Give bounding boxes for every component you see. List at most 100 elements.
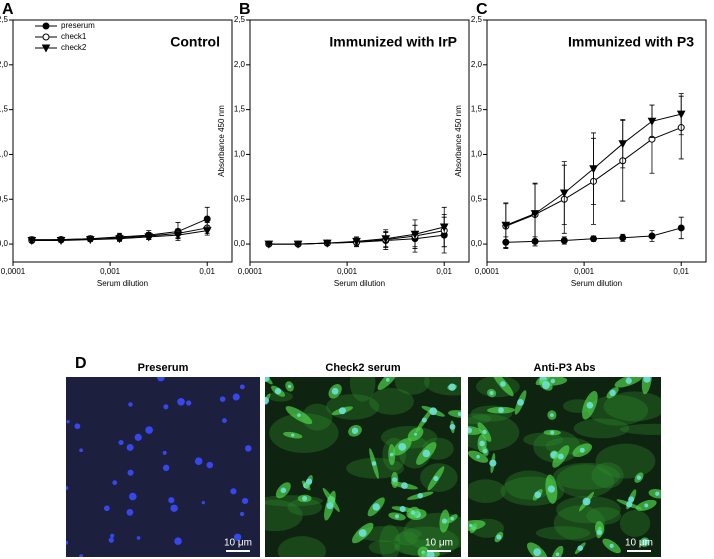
nucleus — [449, 423, 456, 430]
nucleus — [448, 383, 456, 391]
haze — [603, 391, 661, 422]
nucleus — [194, 457, 203, 466]
chart-title: Immunized with IrP — [329, 34, 457, 50]
nucleus — [609, 543, 614, 548]
nucleus — [134, 433, 142, 441]
y-tick-label: 0,0 — [0, 239, 9, 248]
image-title: Anti-P3 Abs — [534, 362, 596, 374]
nucleus — [157, 377, 165, 382]
marker — [439, 223, 449, 232]
haze — [379, 524, 401, 557]
marker — [202, 227, 212, 236]
chart-title: Immunized with P3 — [568, 34, 694, 50]
nucleus — [219, 396, 226, 402]
nucleus — [555, 552, 560, 557]
nucleus — [534, 491, 542, 499]
haze — [573, 418, 630, 439]
nucleus — [306, 478, 313, 485]
haze — [394, 377, 430, 395]
nucleus — [417, 492, 423, 499]
nucleus — [302, 495, 308, 502]
y-tick-label: 1,0 — [0, 150, 9, 159]
nucleus — [643, 377, 651, 383]
nucleus — [145, 426, 153, 434]
x-axis-label: Serum dilution — [97, 279, 148, 288]
nucleus — [596, 529, 602, 535]
nucleus — [550, 430, 555, 435]
marker — [56, 236, 66, 246]
plot-frame — [12, 19, 233, 263]
scale-bar-label: 10 μm — [425, 538, 453, 549]
marker — [144, 233, 154, 242]
nucleus — [398, 442, 407, 451]
nucleus — [297, 413, 301, 417]
nucleus — [104, 505, 110, 512]
nucleus — [128, 492, 137, 501]
y-axis-label: Absorbance 450 nm — [217, 105, 226, 177]
nucleus — [550, 378, 556, 384]
nucleus — [489, 459, 497, 467]
nucleus — [641, 538, 648, 546]
nucleus — [586, 401, 594, 409]
haze — [268, 391, 293, 402]
nucleus — [476, 454, 480, 459]
marker — [530, 210, 540, 219]
marker — [676, 110, 686, 119]
haze — [369, 388, 414, 415]
marker — [293, 240, 303, 249]
nucleus — [186, 400, 192, 406]
legend-label: preserum — [61, 21, 95, 30]
marker — [203, 215, 211, 223]
nucleus — [291, 433, 295, 437]
nucleus — [542, 381, 550, 389]
nucleus — [233, 533, 242, 542]
x-axis-label: Serum dilution — [334, 279, 385, 288]
nucleus — [468, 427, 472, 434]
nucleus — [371, 461, 377, 466]
nucleus — [112, 480, 118, 486]
plot-frame — [249, 19, 470, 263]
nucleus — [222, 418, 227, 423]
y-tick-label: 0,0 — [471, 239, 483, 248]
nucleus — [644, 503, 649, 508]
haze — [287, 498, 323, 516]
nucleus — [655, 491, 660, 496]
nucleus — [579, 447, 585, 453]
legend-marker — [42, 22, 50, 30]
nucleus — [126, 443, 134, 451]
y-tick-label: 1,0 — [471, 150, 483, 159]
marker — [647, 117, 657, 126]
x-tick-label: 0,0001 — [238, 267, 263, 276]
micrograph — [468, 377, 661, 557]
nucleus — [609, 389, 616, 397]
nucleus — [136, 536, 141, 540]
y-tick-label: 0,5 — [0, 194, 9, 203]
nucleus — [110, 533, 115, 538]
haze — [393, 526, 460, 557]
nucleus — [274, 388, 282, 395]
y-tick-label: 1,5 — [234, 105, 246, 114]
nucleus — [550, 413, 554, 417]
nucleus — [232, 393, 240, 401]
y-tick-label: 0,0 — [234, 239, 246, 248]
image-title: Check2 serum — [325, 362, 400, 374]
marker — [85, 236, 95, 245]
nucleus — [626, 501, 633, 508]
y-axis-label: Absorbance 450 nm — [454, 105, 463, 177]
nucleus — [372, 503, 380, 511]
nucleus — [162, 450, 167, 455]
x-tick-label: 0,001 — [100, 267, 121, 276]
x-tick-label: 0,001 — [337, 267, 358, 276]
nucleus — [168, 497, 175, 504]
nucleus — [163, 404, 169, 410]
nucleus — [433, 475, 439, 481]
nucleus — [174, 537, 182, 545]
nucleus — [482, 448, 488, 454]
marker — [589, 165, 598, 174]
nucleus — [582, 497, 591, 506]
nucleus — [557, 453, 564, 460]
marker — [352, 237, 361, 246]
nucleus — [245, 445, 252, 452]
marker — [619, 234, 627, 242]
micrograph — [265, 377, 461, 557]
